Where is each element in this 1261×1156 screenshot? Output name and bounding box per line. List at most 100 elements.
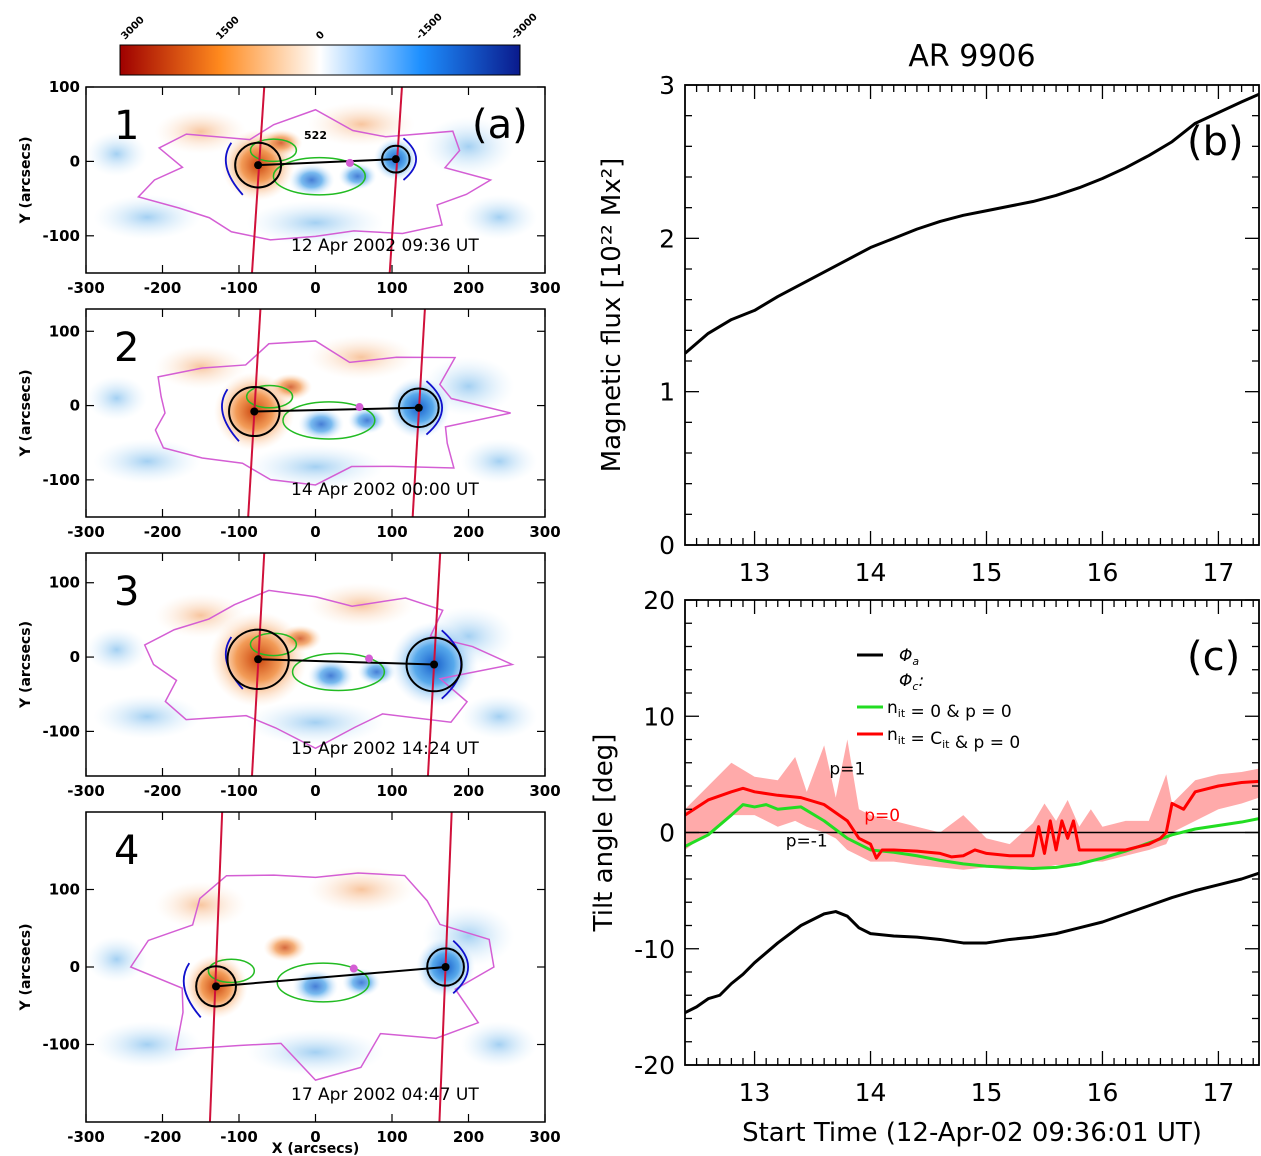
flux-patch xyxy=(288,163,335,197)
y-axis-label: Magnetic flux [10²² Mx²] xyxy=(597,158,627,473)
x-tick-label: 0 xyxy=(310,782,320,800)
x-tick-label: 0 xyxy=(310,279,320,297)
series-line xyxy=(685,779,1259,860)
flux-patch xyxy=(357,658,396,686)
background-flux-patch xyxy=(460,439,538,484)
polarity-centroid xyxy=(212,982,221,991)
background-flux-patch xyxy=(86,936,148,983)
background-flux-patch xyxy=(154,881,247,929)
background-flux-patch xyxy=(246,1029,385,1076)
x-tick-label: -200 xyxy=(144,279,182,297)
y-axis-label: Y (arcsecs) xyxy=(18,924,34,1012)
x-tick-label: 16 xyxy=(1087,1078,1119,1107)
x-tick-label: -300 xyxy=(67,1128,105,1146)
positive-polarity-circle xyxy=(228,386,281,438)
y-tick-label: 0 xyxy=(70,397,80,415)
timestamp-label: 17 Apr 2002 04:47 UT xyxy=(291,1085,479,1105)
legend-header: Φc: xyxy=(899,671,924,693)
x-tick-label: 300 xyxy=(529,279,560,297)
meridian-line xyxy=(388,87,403,273)
y-tick-label: 100 xyxy=(49,881,80,899)
negative-polarity-circle xyxy=(397,387,440,429)
contour-blue xyxy=(224,636,244,690)
flux-patch xyxy=(278,625,322,652)
background-flux-patch xyxy=(93,1021,201,1068)
x-tick-label: -300 xyxy=(67,279,105,297)
background-flux-patch xyxy=(93,194,201,240)
x-tick-label: 0 xyxy=(310,523,320,541)
y-tick-label: -100 xyxy=(42,227,80,245)
marker-dot xyxy=(365,654,374,663)
y-tick-label: 20 xyxy=(643,586,675,615)
contour-green xyxy=(291,652,386,692)
marker-dot xyxy=(355,403,364,412)
x-tick-label: 14 xyxy=(855,1078,887,1107)
polarity-centroid xyxy=(441,963,450,971)
background-flux-patch xyxy=(93,439,201,484)
y-tick-label: 100 xyxy=(49,78,80,96)
x-tick-label: 200 xyxy=(453,782,484,800)
chart-annotation: p=-1 xyxy=(786,831,828,851)
x-tick-label: -300 xyxy=(67,782,105,800)
flux-patch xyxy=(292,969,339,1004)
panel-label: (b) xyxy=(1187,119,1244,165)
y-tick-label: -10 xyxy=(634,935,675,964)
magnetogram-number: 4 xyxy=(114,828,139,874)
x-axis-label: Start Time (12-Apr-02 09:36:01 UT) xyxy=(742,1118,1202,1148)
x-tick-label: 100 xyxy=(376,782,407,800)
flux-patch xyxy=(269,373,313,401)
bipole-axis-line xyxy=(215,966,446,988)
positive-polarity-circle xyxy=(234,141,283,189)
x-tick-label: 200 xyxy=(453,523,484,541)
flux-patch xyxy=(338,162,377,190)
magnetogram-4: -300 -200 -100 0 100 200 300 100 0 -100 Y (arcsecs… xyxy=(18,811,561,1146)
x-tick-label: 300 xyxy=(529,1128,560,1146)
x-tick-label: -200 xyxy=(144,782,182,800)
background-flux-patch xyxy=(246,700,385,745)
x-tick-label: 100 xyxy=(376,279,407,297)
background-flux-patch xyxy=(460,1021,538,1068)
polarity-centroid xyxy=(430,660,439,669)
y-tick-label: -100 xyxy=(42,1036,80,1054)
flux-patch xyxy=(348,407,387,434)
series-line xyxy=(685,871,1259,1015)
y-axis-label: Y (arcsecs) xyxy=(18,621,34,709)
legend-label: Φa xyxy=(899,646,919,668)
contour-outer xyxy=(154,340,511,486)
y-axis-label: Tilt angle [deg] xyxy=(589,734,619,933)
chart-annotation: p=1 xyxy=(829,759,865,779)
y-tick-label: 10 xyxy=(643,702,675,731)
x-tick-label: 15 xyxy=(971,558,1003,587)
negative-polarity-circle xyxy=(405,636,463,693)
x-tick-label: -100 xyxy=(220,782,258,800)
magnetogram-3: -300 -200 -100 0 100 200 300 100 0 -100 Y (arcsecs… xyxy=(18,552,561,800)
background-flux-patch xyxy=(246,444,385,490)
flux-patch xyxy=(263,933,307,962)
magnetogram-number: 3 xyxy=(114,569,139,615)
y-tick-label: 0 xyxy=(659,819,675,848)
contour-blue xyxy=(221,388,240,442)
y-tick-label: -20 xyxy=(634,1051,675,1080)
y-tick-label: -100 xyxy=(42,471,80,489)
colorbar-tick-label: 0 xyxy=(314,29,327,42)
colorbar-gradient xyxy=(119,44,521,76)
bipole-axis-line xyxy=(258,658,435,666)
marker-dot xyxy=(349,964,358,973)
panel-label: (c) xyxy=(1187,634,1240,680)
contour-outer xyxy=(136,108,493,241)
panel-a-label: (a) xyxy=(472,102,528,148)
legend: Φa Φc: nit = 0 & p = 0 nit = Cit & p = 0 xyxy=(857,646,1020,753)
x-tick-label: 15 xyxy=(971,1078,1003,1107)
y-axis-label: Y (arcsecs) xyxy=(18,370,34,458)
marker-dot xyxy=(345,158,354,167)
polarity-centroid xyxy=(254,161,263,170)
polarity-centroid xyxy=(254,655,263,664)
legend-label: nit = 0 & p = 0 xyxy=(887,698,1012,722)
uncertainty-band xyxy=(685,739,1259,870)
x-tick-label: 200 xyxy=(453,279,484,297)
timestamp-label: 14 Apr 2002 00:00 UT xyxy=(291,480,479,500)
x-tick-label: 13 xyxy=(739,1078,771,1107)
magnetogram-2: -300 -200 -100 0 100 200 300 100 0 -100 Y (arcsecs… xyxy=(18,308,561,541)
x-tick-label: 0 xyxy=(310,1128,320,1146)
negative-polarity-circle xyxy=(426,947,465,987)
